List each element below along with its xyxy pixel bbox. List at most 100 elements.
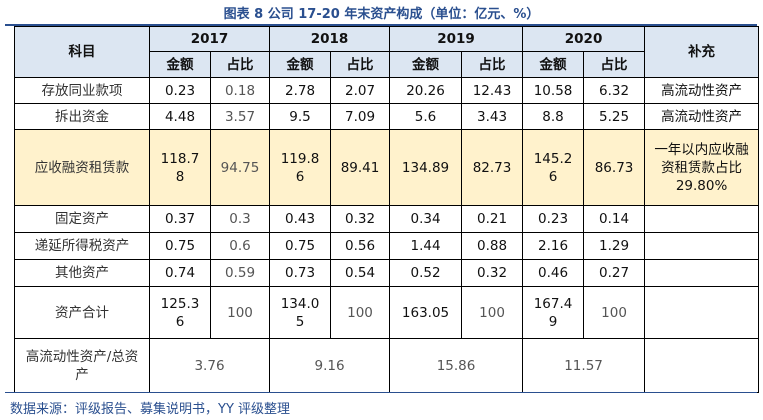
bottom-rule — [5, 392, 757, 393]
amount-cell: 0.73 — [269, 259, 332, 287]
amount-cell: 2.78 — [269, 77, 332, 104]
ratio-value-cell: 3.76 — [148, 338, 271, 393]
header-amount: 金额 — [269, 51, 332, 78]
amount-cell: 10.58 — [522, 77, 585, 104]
table-row: 拆出资金 4.48 3.57 9.5 7.09 5.6 3.43 8.8 5.25 高流动性资产 — [14, 103, 760, 130]
ratio-value-cell: 9.16 — [269, 338, 391, 393]
header-ratio: 占比 — [209, 51, 271, 78]
amount-cell: 0.74 — [149, 259, 211, 287]
note-cell: 高流动性资产 — [644, 103, 760, 130]
amount-cell: 119.86 — [269, 129, 332, 206]
amount-cell: 145.26 — [522, 129, 585, 206]
header-year: 2019 — [389, 26, 524, 52]
row-label: 资产合计 — [14, 286, 150, 339]
row-label: 拆出资金 — [14, 103, 150, 130]
ratio-cell: 0.54 — [330, 259, 391, 287]
amount-cell: 20.26 — [389, 77, 463, 104]
ratio-cell: 7.09 — [330, 103, 391, 130]
ratio-cell: 0.14 — [583, 205, 646, 233]
amount-cell: 4.48 — [149, 103, 211, 130]
amount-cell: 8.8 — [522, 103, 585, 130]
ratio-cell: 1.29 — [583, 232, 646, 260]
ratio-cell: 0.88 — [461, 232, 524, 260]
note-cell — [644, 286, 760, 339]
source-note: 数据来源：评级报告、募集说明书，YY 评级整理 — [10, 402, 291, 417]
row-label: 固定资产 — [14, 205, 150, 233]
amount-cell: 125.36 — [149, 286, 211, 339]
amount-cell: 0.75 — [269, 232, 332, 260]
row-label: 递延所得税资产 — [14, 232, 150, 260]
table-row: 应收融资租赁款 118.78 94.75 119.86 89.41 134.89 82.73… — [14, 129, 760, 206]
note-cell: 一年以内应收融资租赁款占比 29.80% — [644, 129, 760, 206]
amount-cell: 9.5 — [269, 103, 332, 130]
header-year: 2020 — [522, 26, 646, 52]
ratio-cell: 82.73 — [461, 129, 524, 206]
amount-cell: 134.05 — [269, 286, 332, 339]
amount-cell: 0.37 — [149, 205, 211, 233]
ratio-cell: 100 — [583, 286, 646, 339]
table-row: 存放同业款项 0.23 0.18 2.78 2.07 20.26 12.43 10.58 6.3… — [14, 77, 760, 104]
ratio-value-cell: 11.57 — [522, 338, 646, 393]
ratio-cell: 94.75 — [209, 129, 271, 206]
ratio-cell: 100 — [209, 286, 271, 339]
row-label: 应收融资租赁款 — [14, 129, 150, 206]
header-amount: 金额 — [389, 51, 463, 78]
row-label: 存放同业款项 — [14, 77, 150, 104]
amount-cell: 0.46 — [522, 259, 585, 287]
ratio-cell: 100 — [461, 286, 524, 339]
ratio-cell: 3.43 — [461, 103, 524, 130]
table-row: 资产合计 125.36 100 134.05 100 163.05 100 167.49 100 — [14, 286, 760, 339]
header-year: 2018 — [269, 26, 391, 52]
note-cell: 高流动性资产 — [644, 77, 760, 104]
ratio-cell: 12.43 — [461, 77, 524, 104]
ratio-cell: 0.27 — [583, 259, 646, 287]
amount-cell: 118.78 — [149, 129, 211, 206]
ratio-cell: 0.21 — [461, 205, 524, 233]
table-row-ratio: 高流动性资产/总资产 3.76 9.16 15.86 11.57 — [14, 338, 760, 393]
header-ratio: 占比 — [583, 51, 646, 78]
ratio-cell: 89.41 — [330, 129, 391, 206]
asset-composition-table: 科目 2017 2018 2019 2020 补充 金额 占比 金额 占比 金额… — [14, 26, 760, 393]
ratio-cell: 0.32 — [330, 205, 391, 233]
amount-cell: 134.89 — [389, 129, 463, 206]
amount-cell: 0.23 — [149, 77, 211, 104]
ratio-cell: 6.32 — [583, 77, 646, 104]
table-row: 递延所得税资产 0.75 0.6 0.75 0.56 1.44 0.88 2.16 1.29 — [14, 232, 760, 260]
ratio-cell: 0.3 — [209, 205, 271, 233]
table-row: 其他资产 0.74 0.59 0.73 0.54 0.52 0.32 0.46 0.27 — [14, 259, 760, 287]
ratio-cell: 0.56 — [330, 232, 391, 260]
ratio-cell: 0.6 — [209, 232, 271, 260]
table-title: 图表 8 公司 17-20 年末资产构成（单位：亿元、%） — [223, 7, 540, 22]
row-label: 其他资产 — [14, 259, 150, 287]
amount-cell: 163.05 — [389, 286, 463, 339]
note-cell — [644, 338, 760, 393]
ratio-cell: 0.32 — [461, 259, 524, 287]
header-year: 2017 — [148, 26, 271, 52]
amount-cell: 0.43 — [269, 205, 332, 233]
amount-cell: 0.34 — [389, 205, 463, 233]
amount-cell: 0.75 — [149, 232, 211, 260]
ratio-value-cell: 15.86 — [389, 338, 524, 393]
amount-cell: 0.52 — [389, 259, 463, 287]
note-cell — [644, 259, 760, 287]
header-amount: 金额 — [522, 51, 585, 78]
amount-cell: 167.49 — [522, 286, 585, 339]
amount-cell: 0.23 — [522, 205, 585, 233]
amount-cell: 2.16 — [522, 232, 585, 260]
table-row: 固定资产 0.37 0.3 0.43 0.32 0.34 0.21 0.23 0.14 — [14, 205, 760, 233]
ratio-cell: 2.07 — [330, 77, 391, 104]
amount-cell: 1.44 — [389, 232, 463, 260]
row-label: 高流动性资产/总资产 — [14, 338, 150, 393]
note-cell — [644, 232, 760, 260]
header-ratio: 占比 — [330, 51, 391, 78]
ratio-cell: 86.73 — [583, 129, 646, 206]
ratio-cell: 5.25 — [583, 103, 646, 130]
header-subject: 科目 — [14, 26, 150, 78]
header-amount: 金额 — [149, 51, 211, 78]
ratio-cell: 0.59 — [209, 259, 271, 287]
note-cell — [644, 205, 760, 233]
header-ratio: 占比 — [461, 51, 524, 78]
ratio-cell: 0.18 — [209, 77, 271, 104]
top-rule — [5, 24, 757, 26]
ratio-cell: 3.57 — [209, 103, 271, 130]
